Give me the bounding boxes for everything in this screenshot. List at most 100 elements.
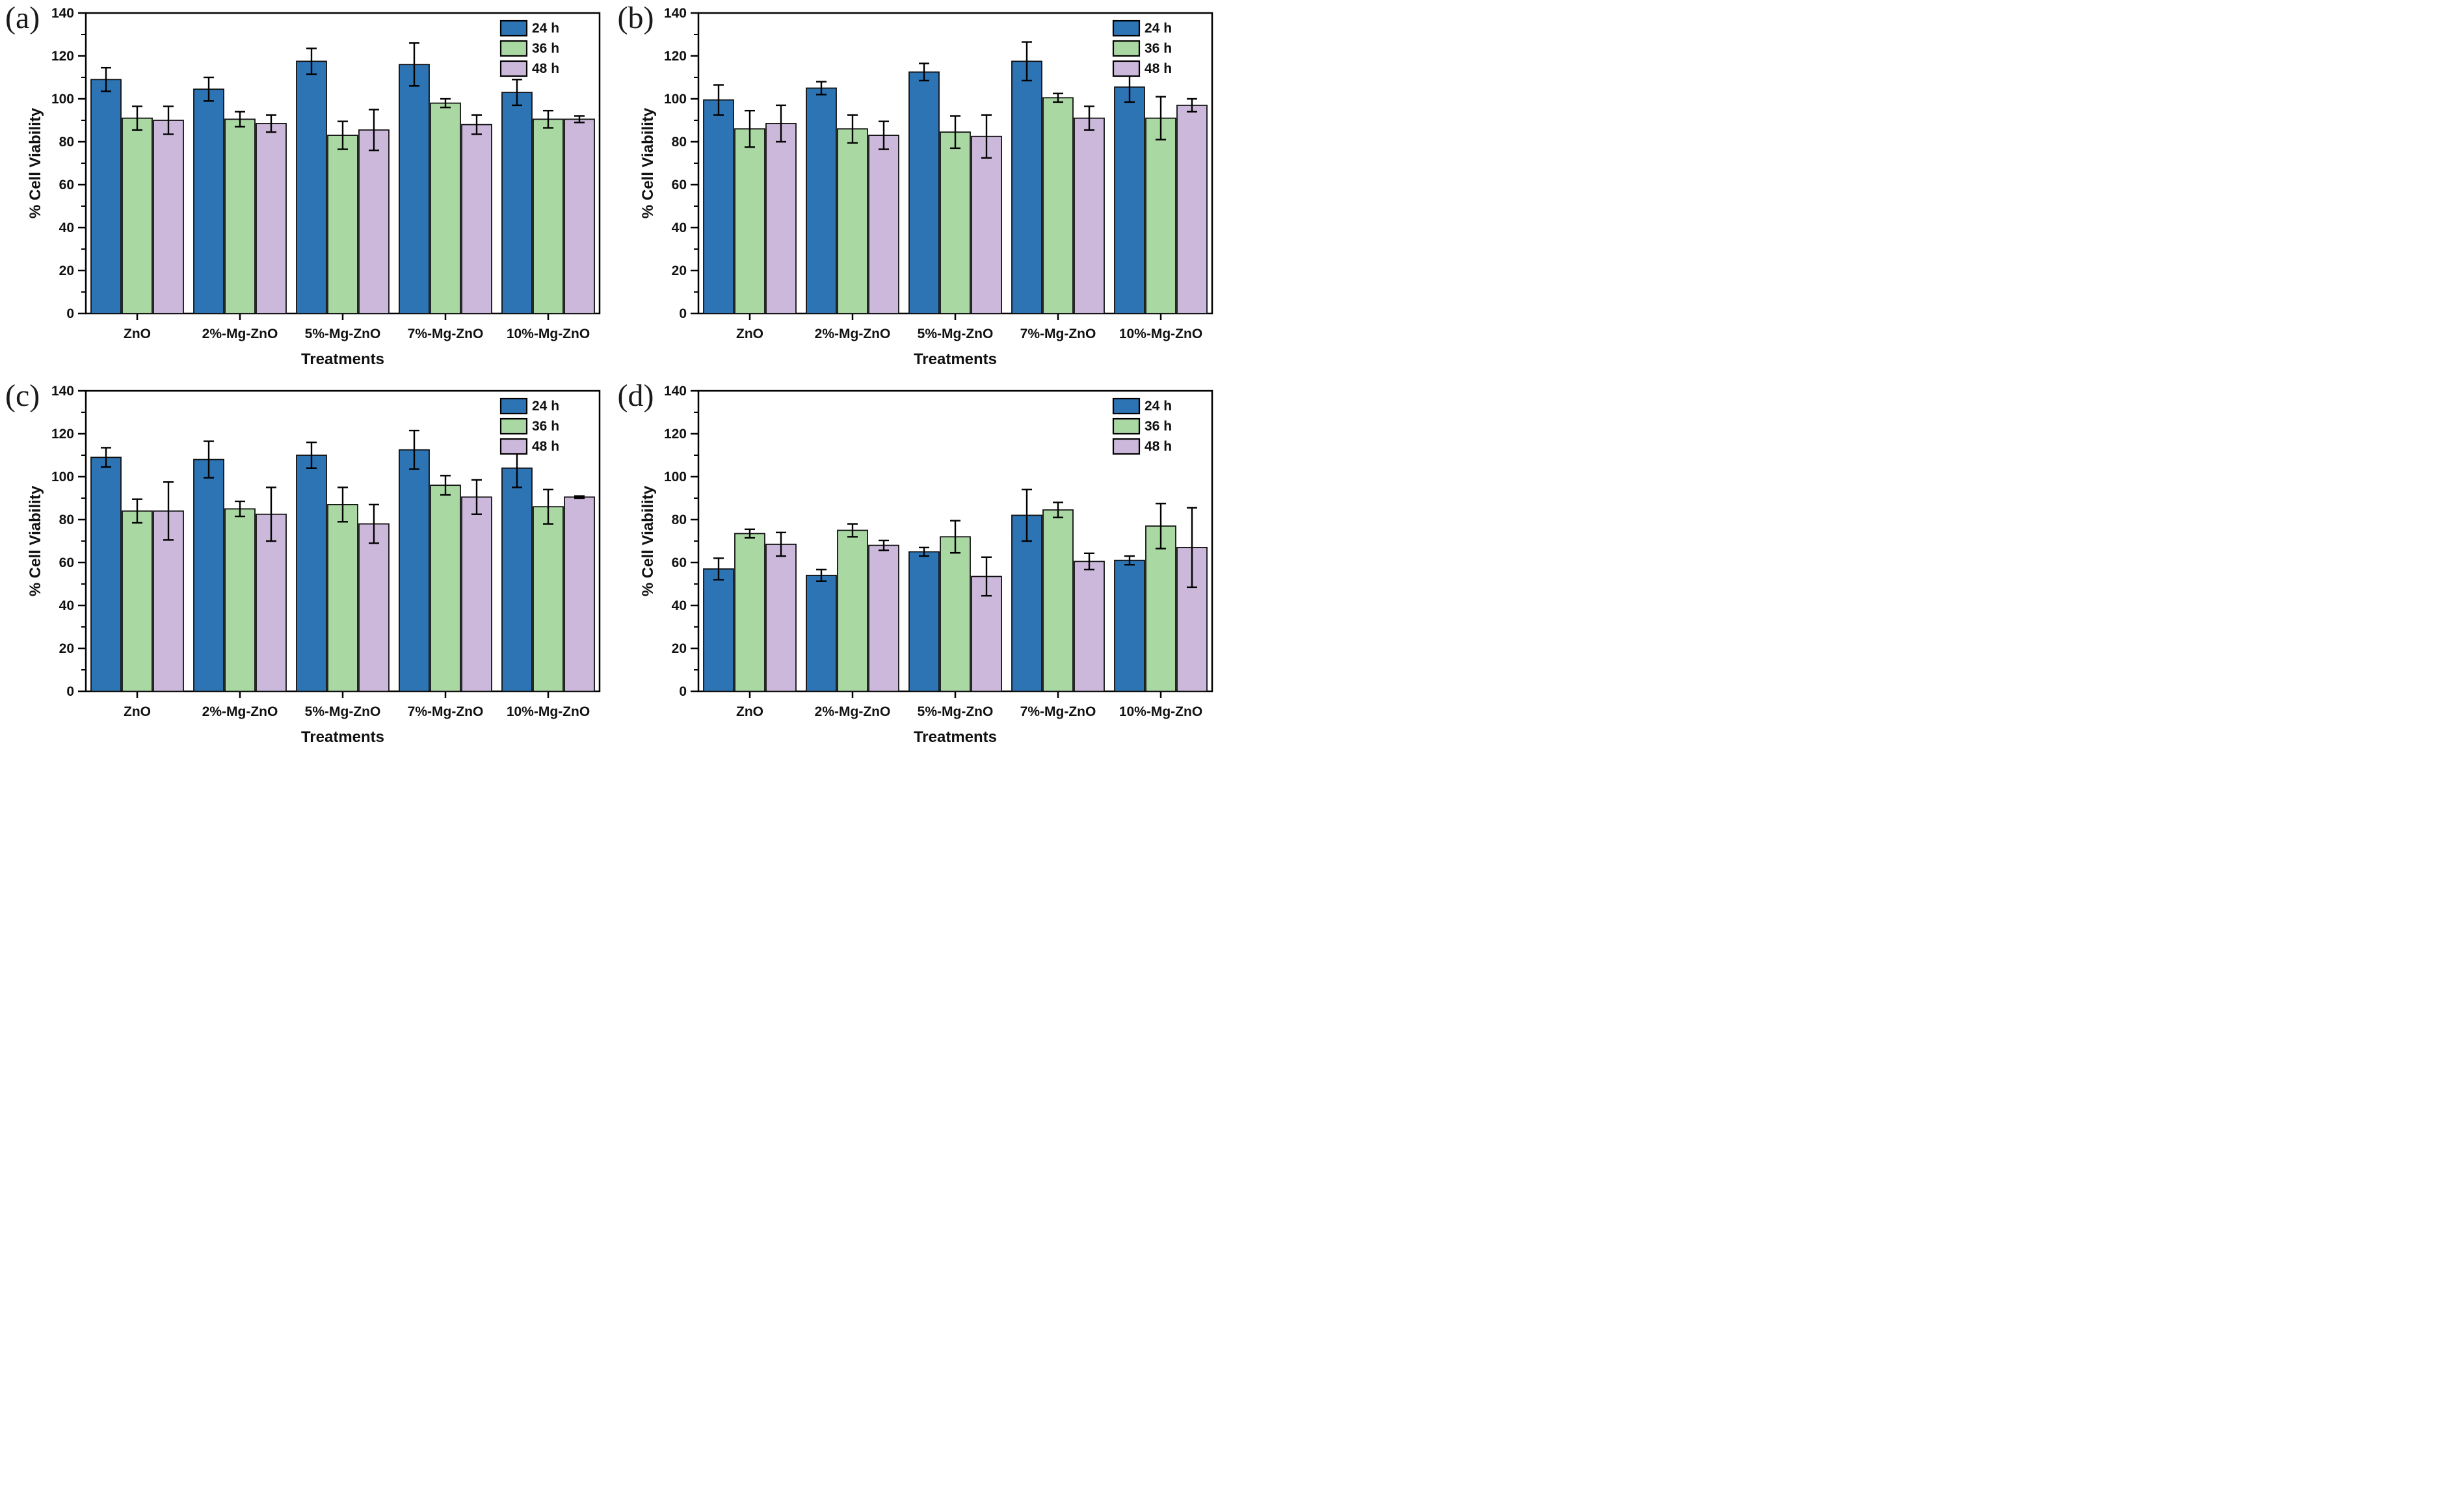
bar-48h-10%-Mg-ZnO bbox=[564, 496, 595, 692]
x-tick-label: 10%-Mg-ZnO bbox=[1119, 704, 1202, 719]
bar-36h-5%-Mg-ZnO bbox=[939, 536, 971, 692]
bar-48h-ZnO bbox=[765, 123, 797, 314]
x-axis-title: Treatments bbox=[301, 351, 384, 368]
legend-label: 36 h bbox=[1145, 419, 1172, 434]
x-axis-title: Treatments bbox=[913, 728, 996, 746]
bar-24h-ZnO bbox=[90, 79, 122, 314]
x-tick-label: 10%-Mg-ZnO bbox=[507, 704, 590, 719]
panel-d: (d) 0 20 40 60 80 100 120 140 ZnO 2%-Mg-ZnO 5%-Mg-… bbox=[613, 378, 1225, 756]
bar-chart-a: 0 20 40 60 80 100 120 140 ZnO 2%-Mg-ZnO 5%-Mg-ZnO 7… bbox=[27, 6, 601, 368]
legend-swatch bbox=[1112, 40, 1140, 57]
x-tick-label: 5%-Mg-ZnO bbox=[917, 326, 993, 341]
x-tick-label: 5%-Mg-ZnO bbox=[305, 704, 381, 719]
bar-24h-7%-Mg-ZnO bbox=[399, 449, 430, 692]
legend-swatch bbox=[499, 60, 528, 77]
x-tick-label: ZnO bbox=[124, 704, 151, 719]
legend-label: 24 h bbox=[532, 21, 559, 36]
bar-48h-ZnO bbox=[765, 544, 797, 692]
legend-swatch bbox=[499, 418, 528, 435]
x-tick-label: 7%-Mg-ZnO bbox=[1020, 704, 1096, 719]
y-tick-label: 40 bbox=[59, 220, 74, 235]
bar-36h-ZnO bbox=[734, 533, 765, 692]
bar-24h-2%-Mg-ZnO bbox=[193, 458, 224, 692]
bar-36h-ZnO bbox=[734, 128, 765, 314]
bar-36h-7%-Mg-ZnO bbox=[1042, 97, 1074, 314]
x-tick-label: 5%-Mg-ZnO bbox=[305, 326, 381, 341]
bar-48h-2%-Mg-ZnO bbox=[867, 135, 899, 314]
bar-48h-7%-Mg-ZnO bbox=[1073, 117, 1105, 314]
y-tick-label: 40 bbox=[671, 220, 686, 235]
x-axis-title: Treatments bbox=[301, 728, 384, 746]
bar-48h-5%-Mg-ZnO bbox=[970, 135, 1002, 314]
y-tick-label: 60 bbox=[671, 555, 686, 570]
y-axis-title: % Cell Viability bbox=[27, 485, 44, 596]
bar-36h-7%-Mg-ZnO bbox=[430, 484, 461, 692]
x-tick-label: 2%-Mg-ZnO bbox=[202, 704, 278, 719]
bar-48h-5%-Mg-ZnO bbox=[358, 523, 390, 692]
y-tick-label: 40 bbox=[671, 598, 686, 613]
bar-36h-2%-Mg-ZnO bbox=[836, 128, 868, 314]
bar-24h-10%-Mg-ZnO bbox=[501, 92, 533, 314]
legend-swatch bbox=[499, 438, 528, 455]
bar-48h-7%-Mg-ZnO bbox=[461, 124, 492, 314]
bar-48h-10%-Mg-ZnO bbox=[1176, 104, 1208, 314]
bar-36h-5%-Mg-ZnO bbox=[327, 503, 358, 692]
legend-swatch bbox=[499, 397, 528, 415]
multi-panel-bar-figure: (a) 0 20 40 60 80 100 120 140 ZnO 2%-Mg-ZnO 5%-Mg-… bbox=[0, 0, 1224, 756]
bar-24h-10%-Mg-ZnO bbox=[1113, 86, 1145, 314]
legend-label: 24 h bbox=[1145, 21, 1172, 36]
y-axis-title: % Cell Viability bbox=[27, 107, 44, 219]
x-axis-title: Treatments bbox=[913, 351, 996, 368]
y-tick-label: 140 bbox=[663, 6, 686, 21]
y-tick-label: 60 bbox=[671, 178, 686, 192]
bar-36h-2%-Mg-ZnO bbox=[224, 508, 256, 692]
bar-24h-5%-Mg-ZnO bbox=[296, 455, 327, 692]
y-tick-label: 0 bbox=[679, 306, 687, 321]
legend-label: 48 h bbox=[1145, 439, 1172, 454]
panel-d-letter: (d) bbox=[617, 378, 654, 413]
panel-a: (a) 0 20 40 60 80 100 120 140 ZnO 2%-Mg-ZnO 5%-Mg-… bbox=[0, 0, 613, 378]
y-tick-label: 100 bbox=[51, 92, 74, 107]
bar-48h-2%-Mg-ZnO bbox=[256, 123, 287, 314]
x-tick-label: 2%-Mg-ZnO bbox=[814, 704, 890, 719]
bar-24h-5%-Mg-ZnO bbox=[908, 71, 940, 314]
legend-swatch bbox=[1112, 20, 1140, 37]
bar-48h-2%-Mg-ZnO bbox=[867, 544, 899, 692]
legend-label: 24 h bbox=[532, 399, 559, 414]
bar-36h-10%-Mg-ZnO bbox=[533, 506, 564, 692]
bar-24h-2%-Mg-ZnO bbox=[805, 87, 837, 314]
bar-36h-5%-Mg-ZnO bbox=[939, 131, 971, 314]
bar-36h-ZnO bbox=[122, 117, 153, 314]
y-tick-label: 20 bbox=[59, 263, 74, 278]
y-tick-label: 60 bbox=[59, 555, 74, 570]
y-tick-label: 20 bbox=[671, 263, 686, 278]
panel-b-letter: (b) bbox=[617, 1, 654, 35]
bar-36h-7%-Mg-ZnO bbox=[430, 102, 461, 314]
y-tick-label: 120 bbox=[663, 49, 686, 64]
bar-36h-7%-Mg-ZnO bbox=[1042, 509, 1074, 692]
legend-label: 48 h bbox=[532, 439, 559, 454]
x-tick-label: 2%-Mg-ZnO bbox=[202, 326, 278, 341]
bar-24h-5%-Mg-ZnO bbox=[908, 551, 940, 692]
y-axis-title: % Cell Viability bbox=[639, 485, 657, 596]
legend-label: 36 h bbox=[532, 41, 559, 56]
bar-24h-7%-Mg-ZnO bbox=[1011, 514, 1042, 692]
bar-24h-7%-Mg-ZnO bbox=[399, 64, 430, 314]
bar-36h-ZnO bbox=[122, 510, 153, 692]
x-tick-label: 7%-Mg-ZnO bbox=[408, 326, 484, 341]
bar-36h-2%-Mg-ZnO bbox=[224, 118, 256, 314]
legend-swatch bbox=[1112, 60, 1140, 77]
bar-36h-10%-Mg-ZnO bbox=[1145, 117, 1176, 314]
bar-48h-10%-Mg-ZnO bbox=[564, 118, 595, 314]
legend-swatch bbox=[1112, 397, 1140, 415]
legend-swatch bbox=[1112, 418, 1140, 435]
y-tick-label: 140 bbox=[51, 6, 74, 21]
bar-24h-ZnO bbox=[702, 99, 734, 314]
bar-chart-c: 0 20 40 60 80 100 120 140 ZnO 2%-Mg-ZnO 5%-Mg-ZnO 7… bbox=[27, 384, 601, 746]
legend-swatch bbox=[1112, 438, 1140, 455]
y-tick-label: 80 bbox=[59, 135, 74, 150]
bar-24h-2%-Mg-ZnO bbox=[805, 574, 837, 692]
x-tick-label: ZnO bbox=[124, 326, 151, 341]
x-tick-label: 7%-Mg-ZnO bbox=[408, 704, 484, 719]
bar-36h-2%-Mg-ZnO bbox=[836, 529, 868, 692]
